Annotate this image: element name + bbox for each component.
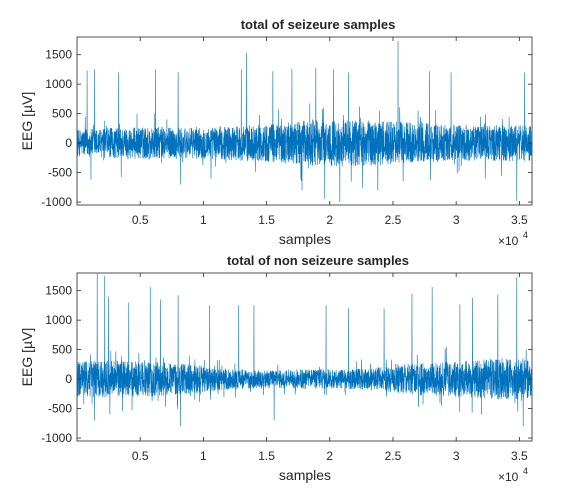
y-tick-label: 500 [52, 107, 72, 121]
x-tick-label: 3.5 [511, 213, 528, 227]
subplot-1-title: total of seizeure samples [241, 17, 396, 32]
x-tick-label: 3 [453, 449, 460, 463]
y-tick-label: 0 [65, 372, 72, 386]
subplot-2-ylabel: EEG [µV] [19, 328, 35, 387]
x-tick-label: 1 [200, 213, 207, 227]
y-tick-label: 1000 [45, 77, 72, 91]
subplot-1-xlabel: samples [279, 231, 331, 247]
subplot-2-x-exponent: ×10 4 [498, 466, 528, 484]
subplot-1-ylabel: EEG [µV] [19, 92, 35, 151]
subplot-1-signal [76, 41, 533, 203]
y-tick-label: -1000 [41, 431, 72, 445]
x-tick-label: 1.5 [258, 213, 275, 227]
y-tick-label: 500 [52, 343, 72, 357]
x-tick-label: 3 [453, 213, 460, 227]
y-tick-label: -500 [48, 402, 72, 416]
y-tick-label: 1500 [45, 48, 72, 62]
subplot-seizure: total of seizeure samples 0.5 1 1.5 2 2.5 3 3.… [19, 17, 533, 248]
y-tick-label: -1000 [41, 195, 72, 209]
subplot-non-seizure: total of non seizeure samples 0.5 1 1.5 2 2.… [19, 253, 533, 484]
subplot-2-y-ticks: -1000 -500 0 500 1000 1500 [41, 284, 532, 445]
x-tick-label: 2 [326, 449, 333, 463]
x-tick-label: 2.5 [385, 449, 402, 463]
subplot-1-x-exponent: ×10 4 [498, 230, 528, 248]
x-tick-label: 0.5 [132, 213, 149, 227]
subplot-1-x-exponent-base: ×10 [498, 234, 519, 248]
x-tick-label: 1 [200, 449, 207, 463]
x-tick-label: 3.5 [511, 449, 528, 463]
subplot-2-x-exponent-base: ×10 [498, 470, 519, 484]
subplot-2-x-exponent-power: 4 [523, 466, 528, 476]
subplot-1-x-exponent-power: 4 [523, 230, 528, 240]
x-tick-label: 0.5 [132, 449, 149, 463]
subplot-2-x-ticks: 0.5 1 1.5 2 2.5 3 3.5 [132, 273, 528, 463]
subplot-2-signal [76, 272, 533, 427]
subplot-2-title: total of non seizeure samples [227, 253, 409, 268]
subplot-1-series-line [76, 41, 533, 203]
subplot-2-series-line [76, 272, 533, 427]
y-tick-label: 1500 [45, 284, 72, 298]
subplot-2-axes-box [76, 272, 533, 442]
subplot-1-y-ticks: -1000 -500 0 500 1000 1500 [41, 48, 532, 209]
y-tick-label: 1000 [45, 313, 72, 327]
y-tick-label: -500 [48, 166, 72, 180]
subplot-1-x-ticks: 0.5 1 1.5 2 2.5 3 3.5 [132, 37, 528, 227]
x-tick-label: 1.5 [258, 449, 275, 463]
x-tick-label: 2 [326, 213, 333, 227]
x-tick-label: 2.5 [385, 213, 402, 227]
subplot-1-axes-box [76, 36, 533, 206]
y-tick-label: 0 [65, 136, 72, 150]
subplot-2-xlabel: samples [279, 467, 331, 483]
